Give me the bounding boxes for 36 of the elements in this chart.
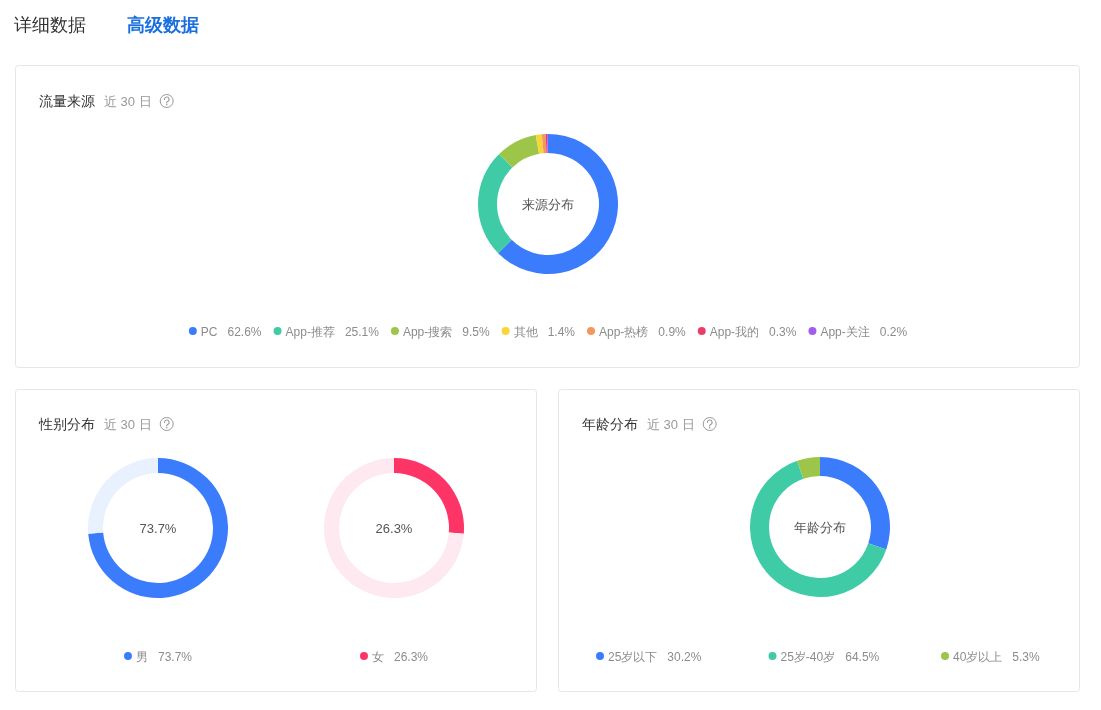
title: 流量来源	[39, 93, 95, 109]
legend-label: App-关注	[820, 324, 870, 339]
value-label: 9.5%	[462, 324, 490, 339]
value-label: 0.2%	[879, 324, 908, 339]
value-label: 62.6%	[227, 324, 262, 339]
value-label: 73.7%	[158, 649, 192, 664]
legend-label: App-搜索	[402, 324, 453, 339]
title: 年龄分布	[582, 416, 638, 432]
subtitle: 近 30 日	[104, 94, 152, 109]
legend-label: 其他	[513, 324, 538, 339]
legend-label: App-热榜	[599, 324, 649, 339]
legend-label: 男	[136, 649, 148, 664]
subtitle: 近 30 日	[647, 417, 695, 432]
value-label: 30.2%	[667, 649, 702, 664]
legend-label: App-推荐	[285, 324, 335, 339]
annotation: 来源分布	[522, 197, 574, 212]
value-label: 25.1%	[344, 324, 379, 339]
label: 详细数据	[14, 15, 86, 35]
label-active: 高级数据	[127, 15, 199, 35]
legend-label: 25岁以下	[608, 649, 658, 664]
subtitle: 近 30 日	[104, 417, 152, 432]
value-label: 26.3%	[394, 649, 428, 664]
legend-label: 女	[372, 649, 384, 664]
annotation: 年龄分布	[794, 520, 846, 535]
legend-label: 40岁以上	[953, 649, 1003, 664]
value-label: 64.5%	[845, 649, 880, 664]
title: 性别分布	[39, 416, 95, 432]
value-label: 5.3%	[1012, 649, 1040, 664]
annotation: 73.7%	[139, 521, 177, 536]
legend-label: 25岁-40岁	[780, 649, 836, 664]
value-label: 0.3%	[769, 324, 797, 339]
annotation: 26.3%	[375, 521, 413, 536]
value-label: 0.9%	[658, 324, 686, 339]
legend-label: App-我的	[709, 324, 760, 339]
legend-label: PC	[200, 324, 218, 339]
value-label: 1.4%	[547, 324, 575, 339]
